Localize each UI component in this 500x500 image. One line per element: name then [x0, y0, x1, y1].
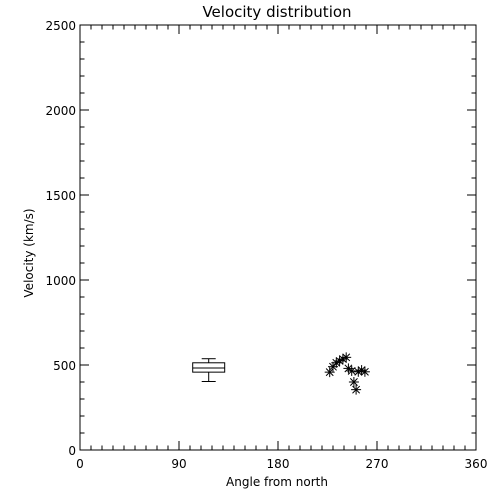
data-points	[324, 352, 370, 395]
y-tick-label: 2500	[45, 19, 76, 33]
boxplot	[192, 358, 226, 382]
axis-ticks	[79, 24, 477, 451]
x-tick-label: 180	[267, 457, 290, 471]
tick-labels: 0 90 180 270 360 0 500 1000 1500 2000 2500	[45, 19, 487, 471]
data-point-stroke	[344, 364, 353, 373]
y-tick-label: 2000	[45, 104, 76, 118]
chart-title: Velocity distribution	[202, 3, 351, 21]
x-tick-label: 360	[465, 457, 488, 471]
data-point-stroke	[360, 367, 369, 376]
y-tick-label: 1500	[45, 189, 76, 203]
data-point-stroke	[342, 353, 351, 362]
data-point	[348, 377, 359, 387]
data-point-stroke	[325, 368, 334, 377]
data-point-stroke	[357, 366, 366, 375]
x-tick-label: 270	[366, 457, 389, 471]
x-axis-label: Angle from north	[226, 475, 328, 489]
data-point	[353, 366, 364, 377]
y-tick-label: 1000	[45, 274, 76, 288]
y-tick-label: 500	[53, 359, 76, 373]
x-tick-label: 90	[171, 457, 186, 471]
x-tick-label: 0	[76, 457, 84, 471]
y-axis-label: Velocity (km/s)	[22, 208, 36, 297]
data-point	[341, 352, 352, 363]
data-point-stroke	[349, 378, 358, 386]
data-point-stroke	[347, 366, 356, 375]
data-point	[359, 366, 370, 377]
y-tick-label: 0	[68, 444, 76, 458]
data-point-stroke	[352, 385, 361, 394]
boxplot-box	[192, 362, 226, 373]
data-point	[346, 365, 357, 376]
data-point	[351, 384, 362, 395]
plot-frame	[79, 24, 477, 451]
data-point	[331, 357, 342, 368]
data-point	[324, 367, 335, 378]
